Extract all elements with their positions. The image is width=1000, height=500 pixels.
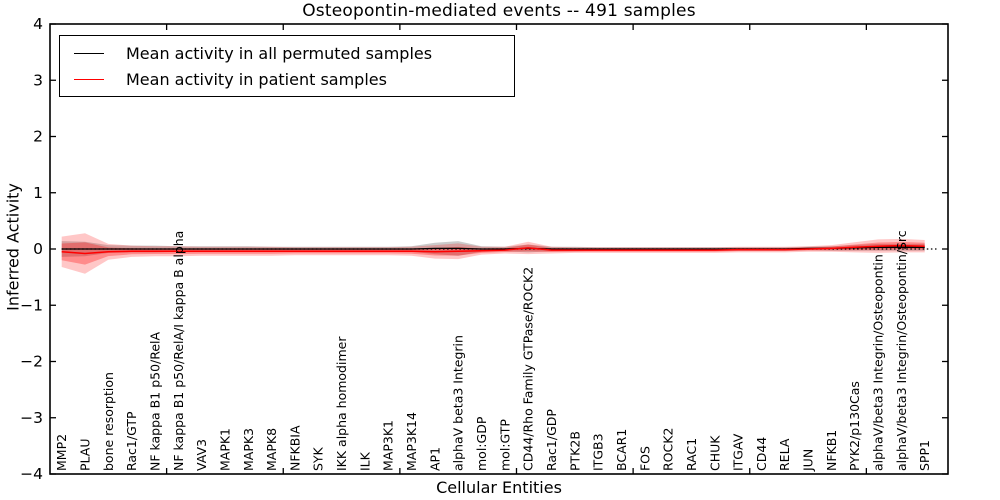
legend-item-patient: Mean activity in patient samples [74, 70, 514, 89]
y-tick-label: 4 [33, 15, 43, 33]
x-tick-label: MAPK3 [241, 428, 256, 471]
x-tick-label: NF kappa B1 p50/RelA [147, 331, 162, 471]
x-tick-label: MAP3K14 [404, 412, 419, 471]
x-tick-label: ROCK2 [661, 428, 676, 471]
y-tick-label: −2 [20, 353, 43, 371]
x-tick-label: BCAR1 [614, 429, 629, 471]
legend-item-permuted: Mean activity in all permuted samples [74, 44, 514, 63]
legend-line-sample-red [74, 78, 104, 80]
x-tick-label: IKK alpha homodimer [334, 336, 349, 471]
y-tick-label: −3 [20, 409, 43, 427]
x-tick-label: NFKBIA [287, 425, 302, 471]
x-tick-label: MMP2 [54, 434, 69, 471]
x-tick-label: FOS [637, 446, 652, 471]
x-tick-label: PTK2B [567, 431, 582, 471]
x-tick-label: RELA [777, 438, 792, 471]
band-patient-outer [61, 233, 925, 274]
x-tick-label: MAPK1 [217, 428, 232, 471]
x-tick-label: alphaV beta3 Integrin [451, 335, 466, 471]
legend-label-patient: Mean activity in patient samples [126, 69, 387, 89]
legend-line-sample-black [74, 52, 104, 54]
x-tick-label: bone resorption [101, 372, 116, 471]
y-tick-label: −1 [20, 296, 43, 314]
x-tick-label: RAC1 [684, 438, 699, 471]
x-tick-label: alphaV/beta3 Integrin/Osteopontin/Src [894, 230, 909, 471]
series-patient-line [61, 244, 925, 255]
y-tick-label: 1 [33, 184, 43, 202]
x-tick-label: AP1 [427, 447, 442, 471]
x-tick-label: CD44/Rho Family GTPase/ROCK2 [521, 267, 536, 471]
x-tick-label: mol:GDP [474, 416, 489, 471]
y-tick-label: 2 [33, 128, 43, 146]
legend: Mean activity in all permuted samples Me… [59, 35, 515, 97]
y-tick-label: −4 [20, 465, 43, 483]
y-axis-title: Inferred Activity [3, 183, 23, 311]
x-tick-label: alphaV/beta3 Integrin/Osteopontin [871, 254, 886, 471]
x-tick-label: Rac1/GTP [124, 411, 139, 471]
x-tick-label: ILK [357, 451, 372, 471]
x-tick-label: JUN [801, 449, 816, 472]
x-tick-label: SYK [311, 446, 326, 471]
x-tick-label: ITGAV [731, 433, 746, 471]
x-tick-label: ITGB3 [591, 433, 606, 471]
x-tick-label: CD44 [754, 437, 769, 471]
x-tick-label: PLAU [77, 439, 92, 472]
x-tick-label: NFKB1 [824, 430, 839, 471]
band-patient-inner [61, 241, 925, 265]
x-tick-label: MAP3K1 [381, 420, 396, 471]
x-tick-label: SPP1 [917, 440, 932, 471]
x-axis-title: Cellular Entities [436, 478, 562, 497]
x-tick-label: CHUK [707, 435, 722, 471]
legend-label-permuted: Mean activity in all permuted samples [126, 43, 433, 63]
x-tick-label: PYK2/p130Cas [847, 381, 862, 471]
x-tick-label: VAV3 [194, 439, 209, 471]
x-tick-label: mol:GTP [497, 419, 512, 471]
x-tick-label: NF kappa B1 p50/RelA/I kappa B alpha [171, 231, 186, 471]
y-tick-label: 3 [33, 71, 43, 89]
x-tick-label: MAPK8 [264, 428, 279, 471]
y-tick-label: 0 [33, 240, 43, 258]
chart-title: Osteopontin-mediated events -- 491 sampl… [302, 1, 696, 21]
x-tick-label: Rac1/GDP [544, 409, 559, 471]
